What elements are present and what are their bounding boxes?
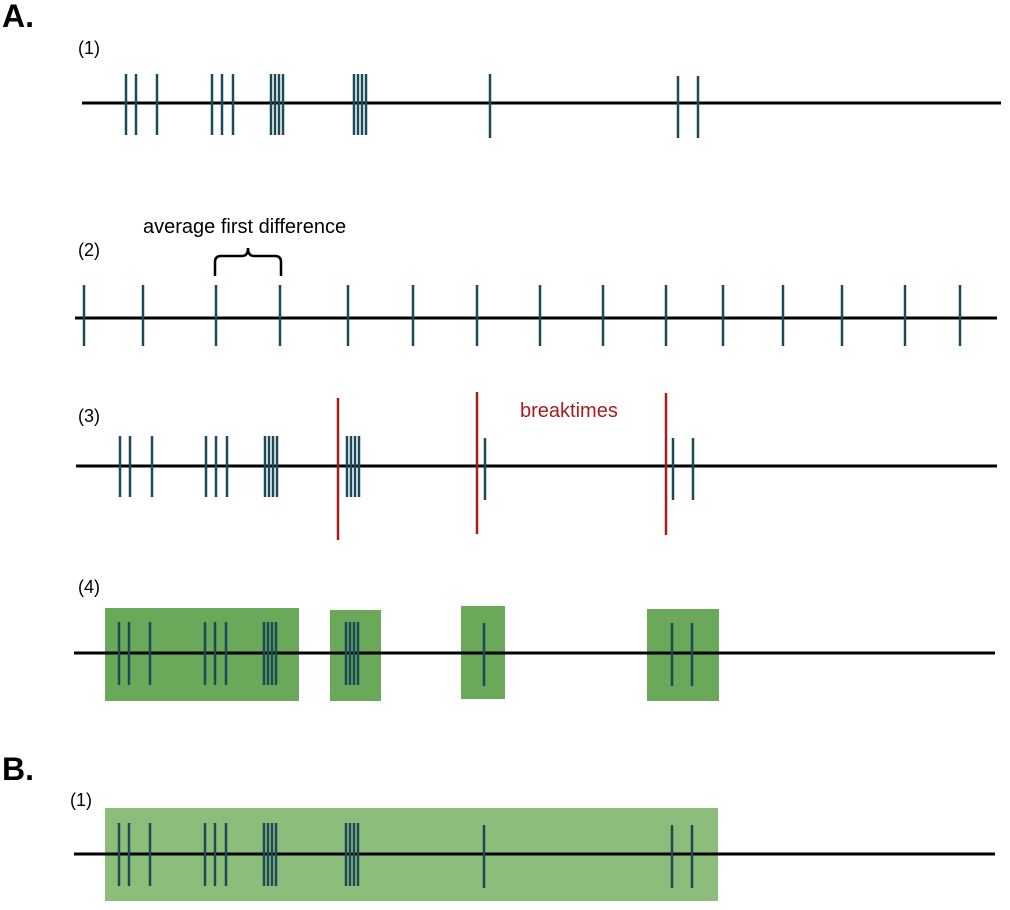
- spike-train-a2: [82, 285, 962, 346]
- row-a4-label: (4): [78, 577, 100, 597]
- panel-b-label: B.: [2, 751, 34, 787]
- breaktime-markers: [336, 392, 668, 540]
- average-first-difference-label: average first difference: [143, 216, 346, 238]
- row-a2-label: (2): [78, 240, 100, 260]
- spike-train-a3: [118, 436, 695, 500]
- row-b1-label: (1): [70, 790, 92, 810]
- spike-train-a4: [117, 622, 694, 686]
- row-a3-label: (3): [78, 406, 100, 426]
- difference-brace: [213, 247, 283, 276]
- panel-a-label: A.: [2, 0, 34, 34]
- burst-box: [647, 609, 719, 701]
- breaktimes-label: breaktimes: [520, 400, 618, 422]
- spike-train-a1: [124, 74, 700, 138]
- burst-box: [330, 610, 381, 701]
- spike-train-b1: [117, 823, 694, 888]
- row-a1-label: (1): [78, 38, 100, 58]
